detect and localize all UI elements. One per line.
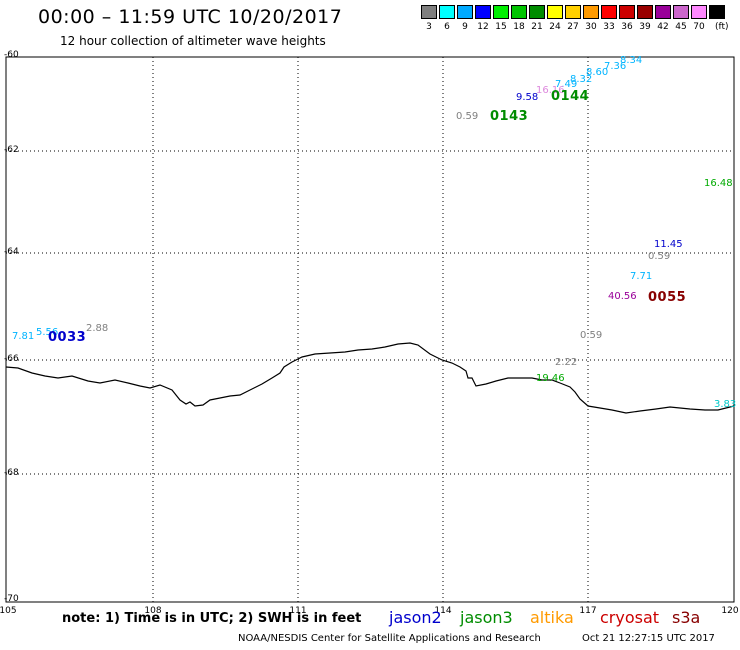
legend-label: 9 [462,22,468,32]
legend-label: 39 [639,22,651,32]
wave-height-value: 16.48 [704,178,733,189]
wave-height-value: 11.45 [654,239,683,250]
legend-swatch [493,5,509,19]
pass-time-label: 0033 [48,330,87,345]
pass-time-label: 0144 [551,89,590,104]
wave-height-value: 8.32 [570,74,593,85]
wave-height-value: 2.22 [555,357,578,368]
legend-swatch [565,5,581,19]
lat-label: -62 [4,145,19,155]
legend-label: 33 [603,22,615,32]
wave-height-value: 0.59 [456,111,479,122]
legend-swatch [709,5,725,19]
legend-label: 15 [495,22,507,32]
map-title: 00:00 – 11:59 UTC 10/20/2017 [38,6,343,28]
wave-height-value: 16.16 [536,85,565,96]
legend-label: 18 [513,22,525,32]
wave-height-value: 40.56 [608,291,637,302]
satellite-s3a: s3a [672,608,701,627]
wave-height-legend: 3 6 9 12 15 18 21 24 27 30 33 36 39 42 45 70 [421,5,727,35]
legend-swatch [655,5,671,19]
wave-height-value: 2.88 [86,323,109,334]
lon-label: 108 [144,606,162,616]
legend-label: 24 [549,22,561,32]
satellite-jason2: jason2 [389,608,442,627]
antarctic-coastline [5,342,735,414]
legend-swatch [529,5,545,19]
lat-label: -68 [4,468,19,478]
legend-swatch [601,5,617,19]
lon-label: 114 [434,606,452,616]
wave-height-value: 7.49 [555,79,578,90]
map-subtitle: 12 hour collection of altimeter wave hei… [60,34,326,48]
legend-label: 30 [585,22,597,32]
map-frame [5,56,735,603]
lon-label: 117 [579,606,597,616]
legend-swatch [547,5,563,19]
legend-label: 36 [621,22,633,32]
wave-height-value: 7.36 [604,61,627,72]
pass-time-label: 0143 [490,109,529,124]
wave-height-value: 7.81 [12,331,35,342]
legend-swatch [673,5,689,19]
legend-label: 42 [657,22,669,32]
legend-swatch [511,5,527,19]
footer-note: note: 1) Time is in UTC; 2) SWH is in fe… [62,611,362,626]
wave-height-value: 8.60 [586,67,609,78]
wave-height-value: 19.46 [536,373,565,384]
wave-height-value: 0.59 [648,251,671,262]
lat-label: -70 [4,594,19,604]
pass-time-label: 0055 [648,290,687,305]
legend-unit: (ft) [715,22,729,32]
wave-height-value: 9.58 [516,92,539,103]
wave-height-value: 3.83 [714,399,737,410]
satellite-altika: altika [530,608,574,627]
wave-height-value: 5.56 [36,327,59,338]
lon-label: 120 [721,606,739,616]
satellite-jason3: jason3 [460,608,513,627]
graticule [6,57,734,602]
legend-label: 45 [675,22,687,32]
legend-swatch [583,5,599,19]
wave-height-value: 8.34 [620,55,643,66]
lat-label: -64 [4,247,19,257]
legend-label: 70 [693,22,705,32]
lon-label: 105 [0,606,17,616]
legend-swatch [619,5,635,19]
legend-swatch [475,5,491,19]
legend-swatch [691,5,707,19]
legend-swatch [421,5,437,19]
lon-label: 111 [289,606,307,616]
credit-line: NOAA/NESDIS Center for Satellite Applica… [238,633,541,644]
legend-label: 3 [426,22,432,32]
lat-label: -60 [4,50,19,60]
wave-height-value: 0.59 [580,330,603,341]
lat-label: -66 [4,354,19,364]
legend-swatch [637,5,653,19]
satellite-cryosat: cryosat [600,608,660,627]
legend-label: 12 [477,22,489,32]
legend-swatch [457,5,473,19]
legend-label: 6 [444,22,450,32]
legend-label: 21 [531,22,543,32]
generation-timestamp: Oct 21 12:27:15 UTC 2017 [582,633,715,644]
legend-swatch [439,5,455,19]
legend-label: 27 [567,22,579,32]
wave-height-value: 7.71 [630,271,653,282]
